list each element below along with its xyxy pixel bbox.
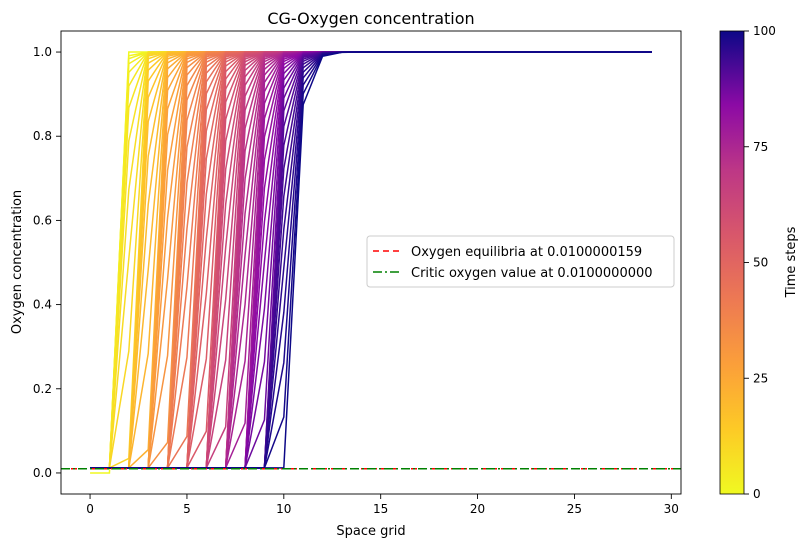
colorbar-ticks: 0 25 50 75 100 bbox=[744, 24, 776, 501]
x-axis-ticks: 0 5 10 15 20 25 30 bbox=[86, 494, 679, 516]
x-tick-label: 20 bbox=[470, 502, 485, 516]
y-axis-ticks: 0.0 0.2 0.4 0.6 0.8 1.0 bbox=[33, 45, 61, 480]
y-tick-label: 0.0 bbox=[33, 466, 52, 480]
colorbar-tick-label: 50 bbox=[753, 256, 768, 270]
colorbar-tick-label: 0 bbox=[753, 487, 761, 501]
y-tick-label: 0.2 bbox=[33, 382, 52, 396]
x-tick-label: 25 bbox=[567, 502, 582, 516]
x-tick-label: 10 bbox=[276, 502, 291, 516]
chart-title: CG-Oxygen concentration bbox=[267, 9, 474, 28]
colorbar-tick-label: 100 bbox=[753, 24, 776, 38]
y-tick-label: 0.4 bbox=[33, 298, 52, 312]
colorbar-tick-label: 25 bbox=[753, 371, 768, 385]
x-tick-label: 5 bbox=[183, 502, 191, 516]
x-tick-label: 0 bbox=[86, 502, 94, 516]
y-axis-label: Oxygen concentration bbox=[10, 190, 25, 334]
x-tick-label: 15 bbox=[373, 502, 388, 516]
legend-label-equilibria: Oxygen equilibria at 0.0100000159 bbox=[411, 245, 642, 260]
colorbar-tick-label: 75 bbox=[753, 140, 768, 154]
y-tick-label: 0.8 bbox=[33, 129, 52, 143]
plot-area-frame bbox=[60, 30, 682, 495]
x-tick-label: 30 bbox=[664, 502, 679, 516]
legend: Oxygen equilibria at 0.0100000159 Critic… bbox=[366, 235, 675, 288]
y-tick-label: 1.0 bbox=[33, 45, 52, 59]
x-axis-label: Space grid bbox=[336, 524, 405, 539]
y-tick-label: 0.6 bbox=[33, 213, 52, 227]
colorbar: 0 25 50 75 100 Time steps bbox=[719, 24, 799, 501]
series-line-t100 bbox=[90, 51, 652, 469]
legend-box bbox=[366, 235, 675, 288]
series-layer bbox=[90, 51, 652, 474]
colorbar-label: Time steps bbox=[784, 226, 799, 298]
colorbar-strip bbox=[719, 30, 745, 495]
legend-label-critic: Critic oxygen value at 0.0100000000 bbox=[411, 266, 653, 281]
